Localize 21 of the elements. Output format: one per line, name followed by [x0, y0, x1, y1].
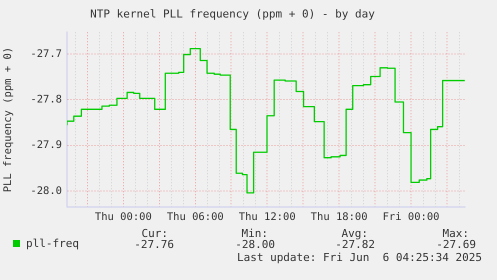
- y-tick-label: -27.7: [30, 48, 62, 60]
- text: -27.76: [134, 238, 174, 251]
- text: -28.00: [235, 238, 275, 251]
- text: -27.69: [436, 238, 476, 251]
- legend-label: pll-freq: [26, 237, 79, 250]
- y-axis-title: PLL frequency (ppm + 0): [2, 46, 14, 192]
- text: -27.82: [335, 238, 375, 251]
- x-tick-label: Thu 18:00: [310, 211, 368, 224]
- text: Last update: Fri Jun 6 04:25:34 2025: [236, 251, 482, 264]
- y-tick-label: -27.8: [30, 93, 62, 106]
- text: Cur:: [142, 227, 168, 240]
- text: Avg:: [342, 227, 368, 240]
- chart-title: NTP kernel PLL frequency (ppm + 0) - by day: [90, 7, 376, 20]
- y-tick-label: -28.0: [30, 184, 62, 197]
- text: Min:: [242, 227, 268, 240]
- x-tick-label: Thu 06:00: [166, 211, 224, 224]
- y-tick-label: -27.9: [30, 139, 62, 152]
- x-tick-label: Fri 00:00: [382, 211, 440, 224]
- x-tick-label: Thu 12:00: [238, 211, 296, 224]
- text: Max:: [442, 227, 469, 240]
- x-tick-label: Thu 00:00: [94, 211, 152, 224]
